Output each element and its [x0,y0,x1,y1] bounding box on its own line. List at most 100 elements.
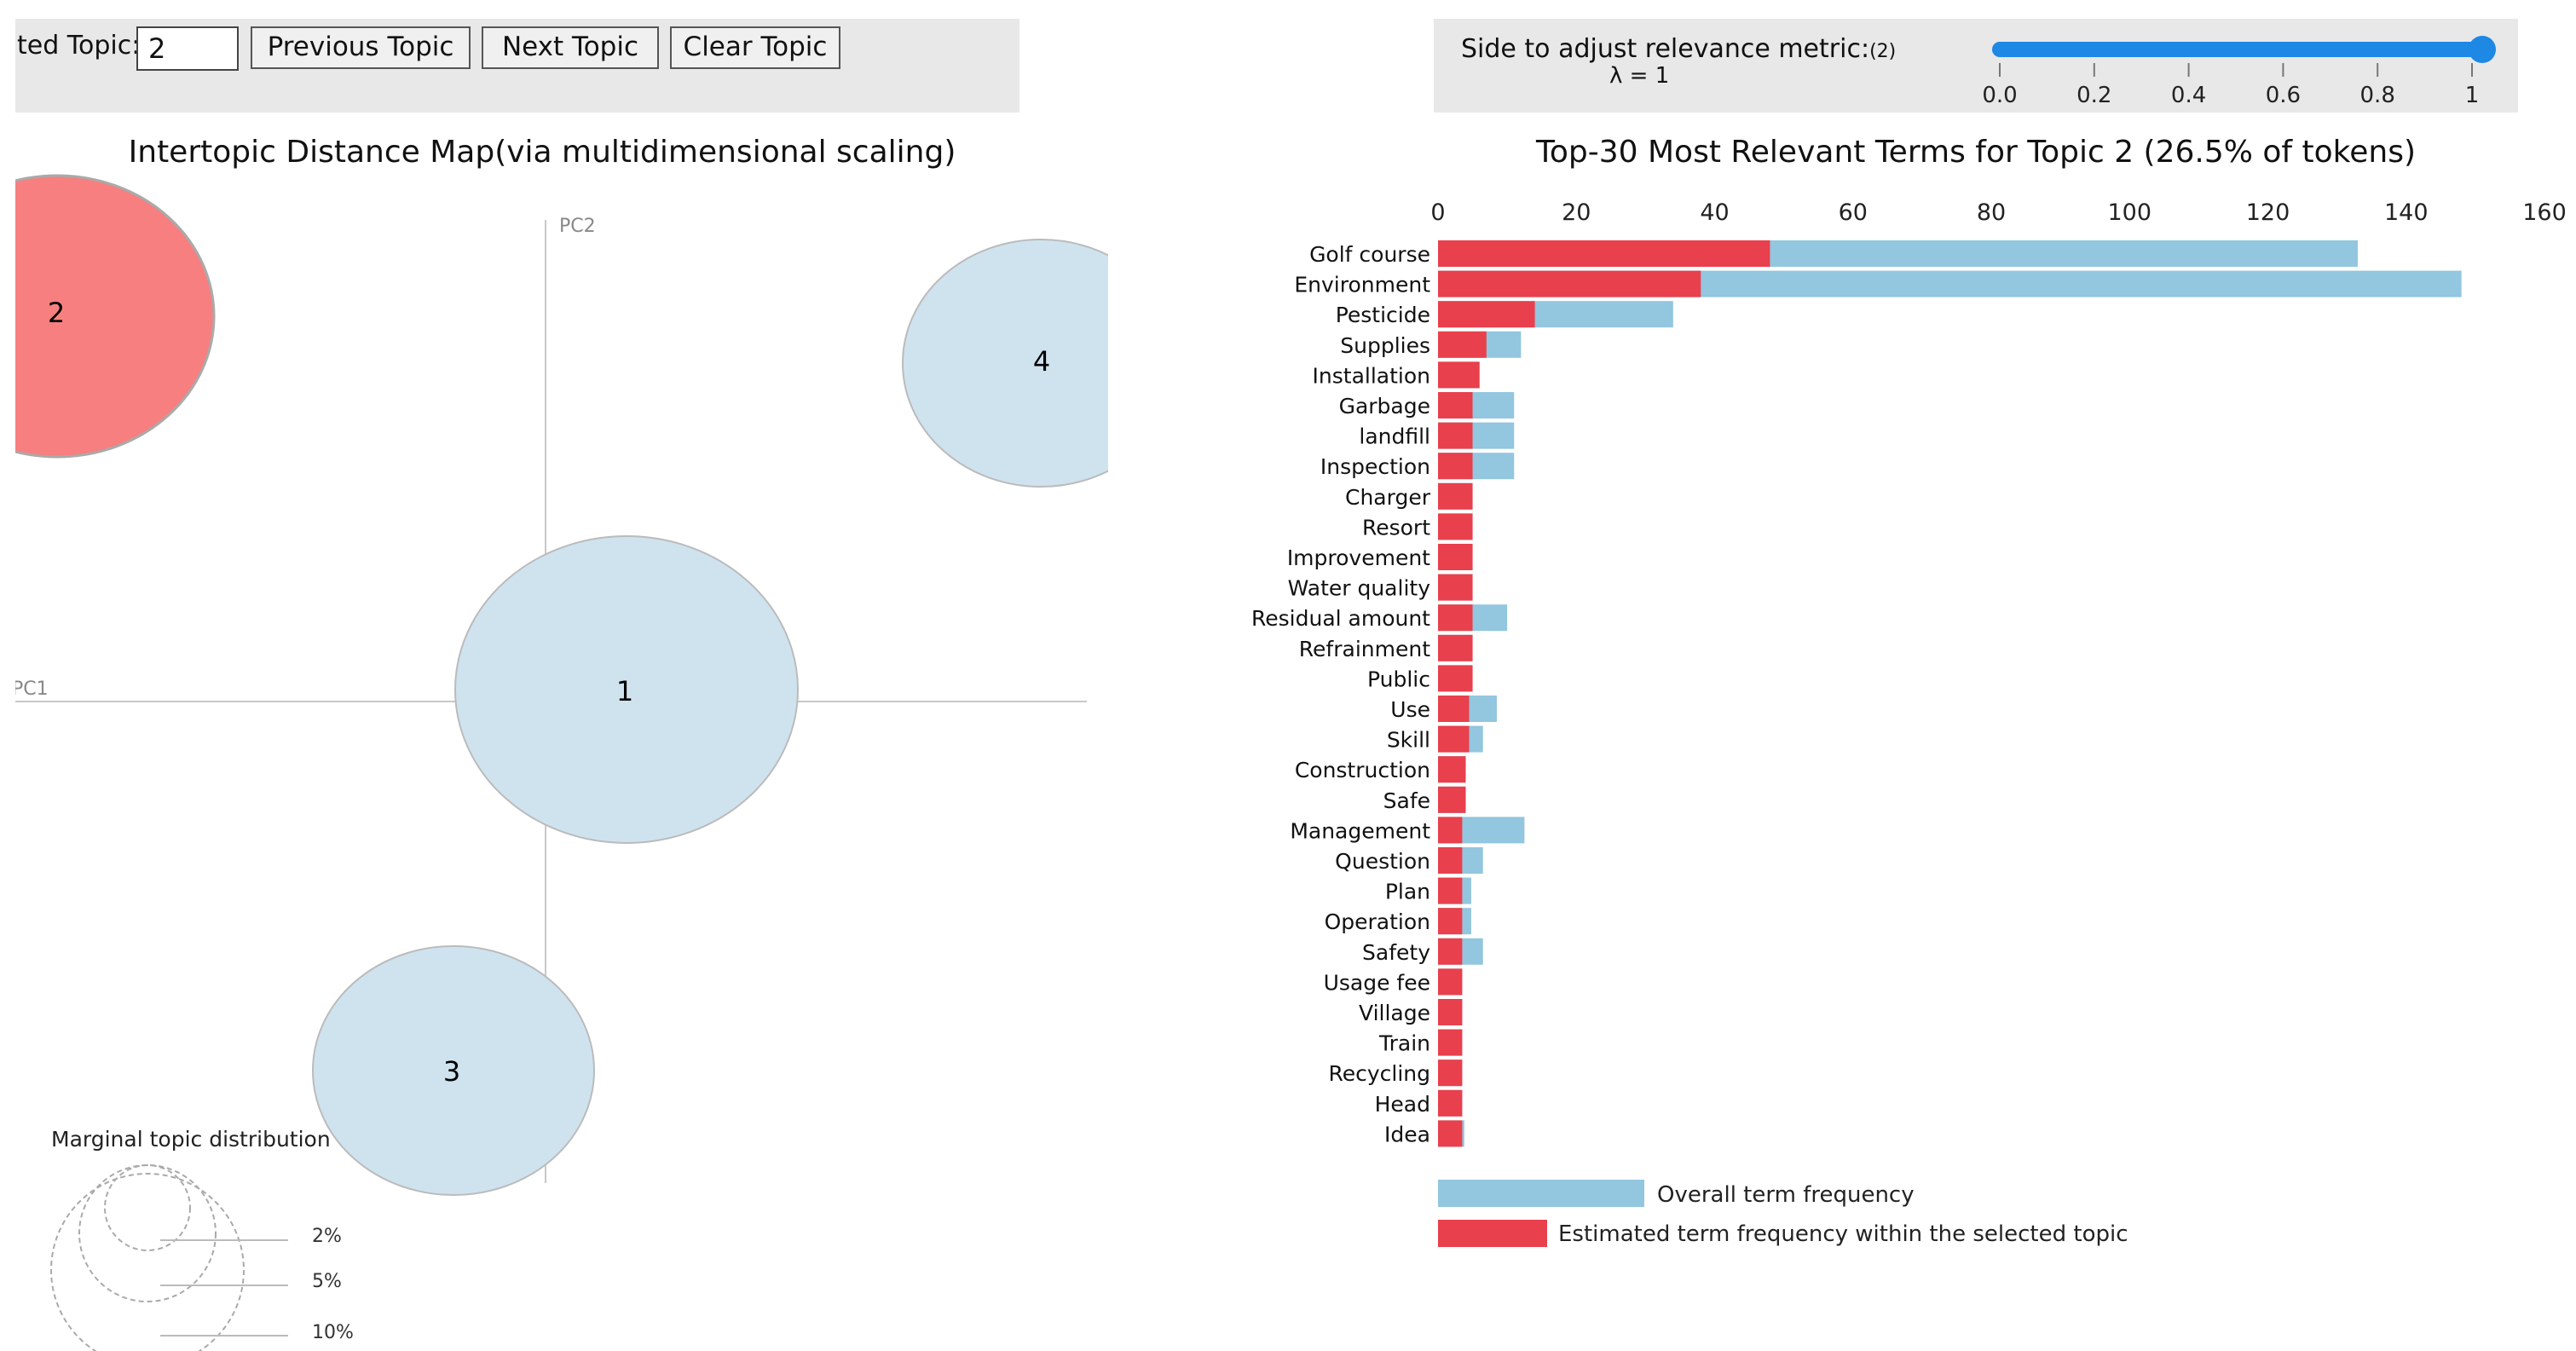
bar-topic-frequency[interactable] [1438,240,1770,267]
topic-bubble-label: 2 [48,297,65,329]
bar-topic-frequency[interactable] [1438,968,1463,996]
slider-tick-label: 1 [2465,83,2480,108]
term-label[interactable]: Charger [1345,485,1431,510]
map-title: Intertopic Distance Map(via multidimensi… [128,135,956,170]
topic-bubble-4[interactable]: 4 [902,239,1108,488]
term-label[interactable]: landfill [1359,424,1430,449]
bar-topic-frequency[interactable] [1438,482,1473,510]
term-label[interactable]: Safe [1383,788,1430,813]
selected-topic-input[interactable]: 2 [136,26,239,71]
bar-topic-frequency[interactable] [1438,361,1480,389]
bar-topic-frequency[interactable] [1438,634,1473,661]
term-label[interactable]: Operation [1325,909,1430,934]
term-label[interactable]: Recycling [1328,1061,1430,1086]
bar-topic-frequency[interactable] [1438,1120,1463,1147]
term-label[interactable]: Water quality [1288,576,1431,601]
clear-topic-button[interactable]: Clear Topic [670,26,840,69]
topic-bubble-label: 3 [443,1055,460,1088]
term-label[interactable]: Skill [1387,728,1430,753]
term-label[interactable]: Resort [1362,515,1430,540]
bar-topic-frequency[interactable] [1438,877,1463,904]
legend-topic-swatch [1438,1220,1547,1247]
bar-topic-frequency[interactable] [1438,422,1473,449]
bar-topic-frequency[interactable] [1438,725,1470,753]
x-tick-label: 40 [1700,199,1729,226]
bar-topic-frequency[interactable] [1438,847,1463,874]
bar-topic-frequency[interactable] [1438,786,1466,813]
bar-topic-frequency[interactable] [1438,1029,1463,1056]
bar-topic-frequency[interactable] [1438,544,1473,570]
pc2-label: PC2 [559,216,596,237]
chart-title: Top-30 Most Relevant Terms for Topic 2 (… [1535,135,2417,170]
bar-topic-frequency[interactable] [1438,453,1473,480]
term-label[interactable]: Safety [1362,940,1430,965]
legend-label-2pct: 2% [312,1226,342,1247]
bar-topic-frequency[interactable] [1438,1089,1463,1117]
term-label[interactable]: Head [1375,1092,1430,1117]
slider-tick-label: 0.6 [2266,83,2301,108]
term-label[interactable]: Pesticide [1336,303,1430,327]
slider-thumb[interactable] [2469,36,2496,63]
slider-tick-label: 0.0 [1982,83,2017,108]
legend-overall-swatch [1438,1180,1644,1207]
x-tick-label: 0 [1430,199,1445,226]
bar-topic-frequency[interactable] [1438,696,1470,722]
relevance-slider-label: Side to adjust relevance metric:(2) [1461,34,1897,64]
slider-tick-label: 0.4 [2171,83,2206,108]
bar-topic-frequency[interactable] [1438,756,1466,783]
term-label[interactable]: Golf course [1309,242,1430,267]
pc1-label: PC1 [12,678,49,700]
term-label[interactable]: Usage fee [1324,970,1430,995]
term-label[interactable]: Idea [1384,1122,1430,1146]
bar-topic-frequency[interactable] [1438,392,1473,419]
bar-topic-frequency[interactable] [1438,331,1487,358]
bar-topic-frequency[interactable] [1438,513,1473,540]
bar-topic-frequency[interactable] [1438,301,1535,328]
term-label[interactable]: Question [1335,849,1430,874]
x-tick-label: 160 [2522,199,2567,226]
term-label[interactable]: Environment [1294,273,1430,297]
bar-topic-frequency[interactable] [1438,938,1463,965]
bar-topic-frequency[interactable] [1438,604,1473,632]
selected-topic-label: ted Topic: [17,31,141,61]
lambda-value: λ = 1 [1609,63,1670,89]
term-label[interactable]: Residual amount [1251,606,1430,631]
relevance-control-bar [1434,19,2518,113]
topic-bubble-3[interactable]: 3 [312,945,595,1196]
term-label[interactable]: Construction [1295,758,1430,782]
bar-topic-frequency[interactable] [1438,1059,1463,1087]
legend-title: Marginal topic distribution [51,1127,331,1152]
bar-topic-frequency[interactable] [1438,817,1463,844]
term-label[interactable]: Supplies [1340,333,1430,358]
legend-topic-label: Estimated term frequency within the sele… [1558,1221,2128,1247]
term-label[interactable]: Village [1359,1001,1430,1025]
topic-bubble-2[interactable]: 2 [0,174,216,459]
x-tick-label: 120 [2246,199,2290,226]
x-tick-label: 60 [1839,199,1868,226]
term-label[interactable]: Plan [1385,880,1430,904]
term-label[interactable]: Public [1367,667,1430,691]
term-label[interactable]: Refrainment [1299,637,1430,661]
bar-topic-frequency[interactable] [1438,665,1473,692]
bar-topic-frequency[interactable] [1438,270,1701,297]
slider-ticks: 0.0 0.2 0.4 0.6 0.8 1 [1982,63,2479,108]
bar-topic-frequency[interactable] [1438,908,1463,935]
term-label[interactable]: Use [1390,697,1430,722]
topic-bubble-1[interactable]: 1 [454,535,799,844]
next-topic-button[interactable]: Next Topic [482,26,659,69]
term-label[interactable]: Management [1290,818,1430,843]
legend-label-5pct: 5% [312,1271,342,1292]
term-label[interactable]: Improvement [1287,546,1430,570]
term-label[interactable]: Train [1378,1031,1430,1056]
term-label[interactable]: Inspection [1320,454,1430,479]
previous-topic-button[interactable]: Previous Topic [251,26,471,69]
term-label[interactable]: Installation [1313,363,1430,388]
legend-overall-label: Overall term frequency [1657,1182,1915,1208]
term-label[interactable]: Garbage [1339,394,1430,419]
x-tick-label: 140 [2384,199,2429,226]
topic-bubble-label: 4 [1033,345,1050,378]
bar-topic-frequency[interactable] [1438,574,1473,601]
topic-bubble-label: 1 [616,675,633,707]
bar-topic-frequency[interactable] [1438,999,1463,1025]
